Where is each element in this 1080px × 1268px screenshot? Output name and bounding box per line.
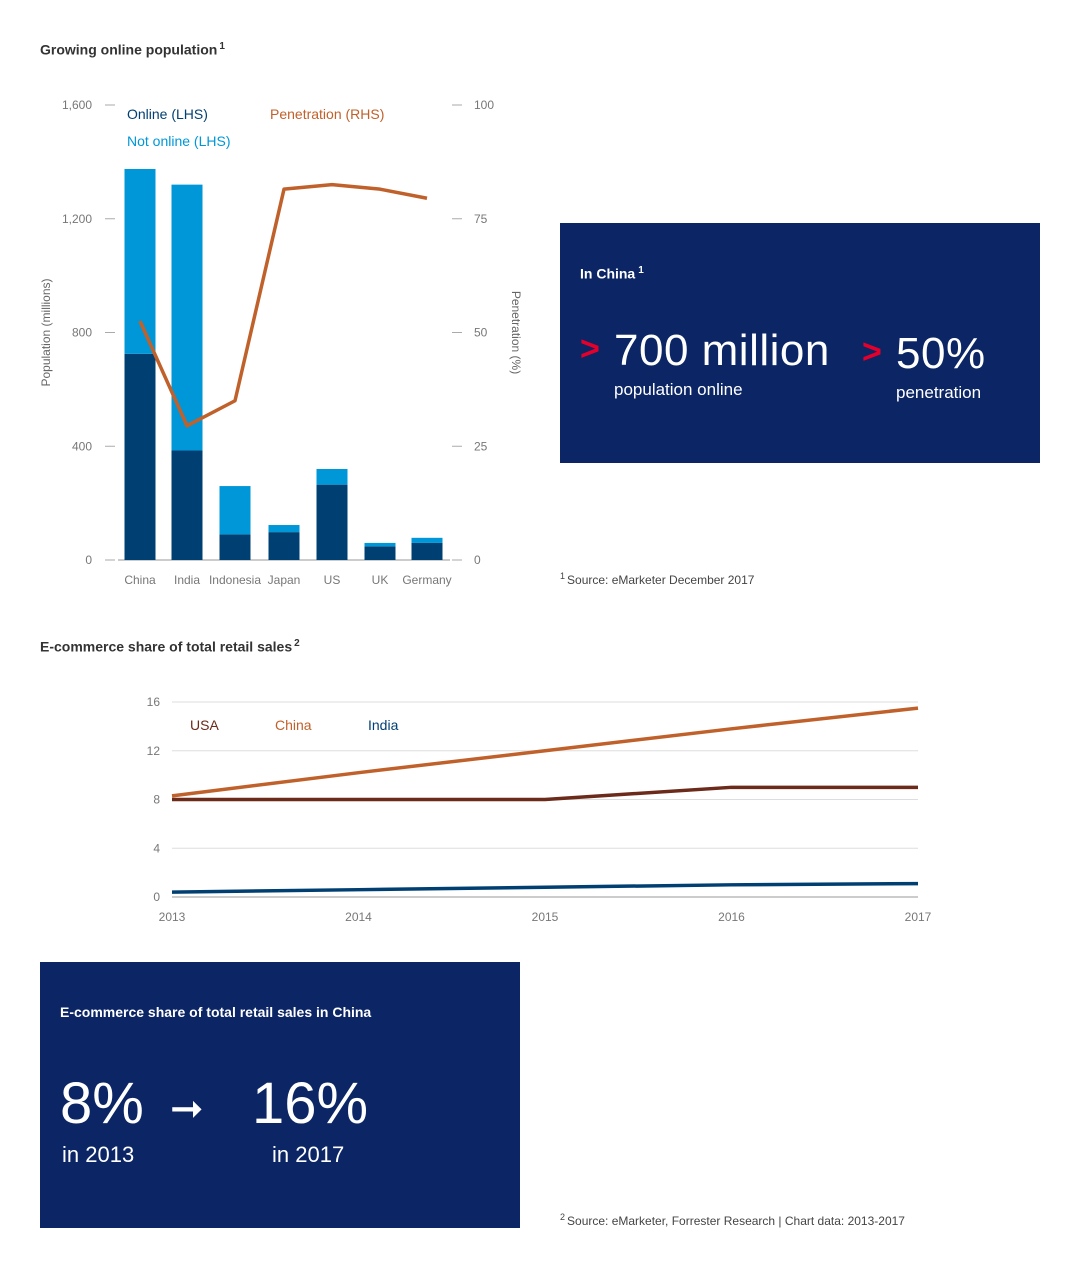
legend-china: China — [275, 717, 312, 733]
bar-online-japan — [268, 532, 300, 560]
y2-tick-label: 0 — [474, 553, 481, 567]
x-tick-label: India — [174, 573, 200, 587]
y2-tick-label: 100 — [474, 98, 494, 112]
source-note-2-text: Source: eMarketer, Forrester Research | … — [567, 1214, 905, 1228]
chevron-right-icon: > — [862, 333, 882, 371]
ecom-to-label: in 2017 — [272, 1142, 345, 1167]
y2-tick-label: 25 — [474, 439, 488, 453]
y2-tick-label: 50 — [474, 326, 488, 340]
y-tick-label: 0 — [153, 890, 160, 904]
chart2-title-text: E-commerce share of total retail sales — [40, 638, 293, 655]
legend-usa: USA — [190, 717, 219, 733]
china-panel-title-text: In China — [580, 265, 636, 282]
bar-not-uk — [364, 542, 396, 547]
chart2-footnote: 2 — [294, 638, 300, 649]
source-note-1: 1 Source: eMarketer December 2017 — [560, 571, 754, 587]
x-tick-label: US — [324, 573, 341, 587]
bar-not-germany — [411, 537, 443, 543]
arrow-right-icon: ➞ — [170, 1087, 204, 1131]
stat-penetration-value: 50% — [896, 329, 986, 378]
chart1-title: Growing online population 1 — [40, 41, 225, 58]
bar-not-us — [316, 469, 348, 485]
legend-penetration: Penetration (RHS) — [270, 106, 384, 122]
bar-not-india — [171, 184, 203, 451]
legend-not-online: Not online (LHS) — [127, 133, 231, 149]
bar-online-germany — [411, 542, 443, 560]
stat-online-value: 700 million — [614, 326, 830, 375]
y-axis-label: Population (millions) — [39, 278, 53, 386]
stat-penetration-label: penetration — [896, 383, 982, 402]
series-line-usa — [172, 785, 918, 802]
ecom-from-value: 8% — [60, 1071, 144, 1136]
y-tick-label: 400 — [72, 439, 92, 453]
penetration-line — [138, 182, 428, 428]
bar-not-japan — [268, 525, 300, 533]
china-panel-footnote: 1 — [638, 265, 644, 276]
bar-online-indonesia — [219, 534, 251, 560]
y-tick-label: 8 — [153, 793, 160, 807]
bar-online-china — [124, 353, 156, 560]
ecom-from-label: in 2013 — [62, 1142, 135, 1167]
x-tick-label: Indonesia — [209, 573, 261, 587]
ecom-to-value: 16% — [252, 1071, 369, 1136]
x-tick-label: China — [124, 573, 156, 587]
y2-axis-label: Penetration (%) — [509, 291, 523, 374]
x-tick-label: 2015 — [532, 910, 559, 924]
x-tick-label: Germany — [402, 573, 451, 587]
x-tick-label: 2017 — [905, 910, 932, 924]
y-tick-label: 800 — [72, 326, 92, 340]
chart2-title: E-commerce share of total retail sales 2 — [40, 638, 300, 655]
legend-online: Online (LHS) — [127, 106, 208, 122]
y2-tick-label: 75 — [474, 212, 488, 226]
ecommerce-share-chart: 0 4 8 12 16 2013 2014 2015 2016 2017 USA China India — [147, 695, 932, 924]
y-tick-label: 12 — [147, 744, 161, 758]
source-note-1-text: Source: eMarketer December 2017 — [567, 573, 755, 587]
source-note-2-num: 2 — [560, 1212, 566, 1222]
x-tick-label: Japan — [268, 573, 301, 587]
bar-online-us — [316, 484, 348, 560]
x-tick-label: 2016 — [718, 910, 745, 924]
chevron-right-icon: > — [580, 330, 600, 368]
y-tick-label: 4 — [153, 841, 160, 855]
source-note-1-num: 1 — [560, 571, 566, 581]
ecommerce-china-panel: E-commerce share of total retail sales i… — [40, 962, 520, 1228]
legend-india: India — [368, 717, 399, 733]
y-tick-label: 0 — [85, 553, 92, 567]
source-note-2: 2 Source: eMarketer, Forrester Research |… — [560, 1212, 905, 1228]
y-tick-label: 16 — [147, 695, 161, 709]
china-panel-title: In China 1 — [580, 265, 644, 282]
x-tick-label: UK — [372, 573, 389, 587]
bar-not-china — [124, 168, 156, 354]
stat-online-label: population online — [614, 380, 743, 399]
bar-online-uk — [364, 546, 396, 560]
chart1-footnote: 1 — [219, 41, 225, 52]
bar-not-indonesia — [219, 486, 251, 535]
china-stats-panel: In China 1 > 700 million population onlin… — [560, 223, 1040, 463]
bar-online-india — [171, 450, 203, 560]
y-tick-label: 1,200 — [62, 212, 92, 226]
series-line-china — [171, 706, 919, 798]
y-tick-label: 1,600 — [62, 98, 92, 112]
population-chart: 0 400 800 1,200 1,600 0 25 50 75 100 Population (m… — [39, 98, 523, 587]
chart1-title-text: Growing online population — [40, 41, 218, 58]
ecom-panel-title: E-commerce share of total retail sales i… — [60, 1004, 372, 1020]
series-line-india — [171, 881, 919, 894]
x-tick-label: 2014 — [345, 910, 372, 924]
x-tick-label: 2013 — [159, 910, 186, 924]
